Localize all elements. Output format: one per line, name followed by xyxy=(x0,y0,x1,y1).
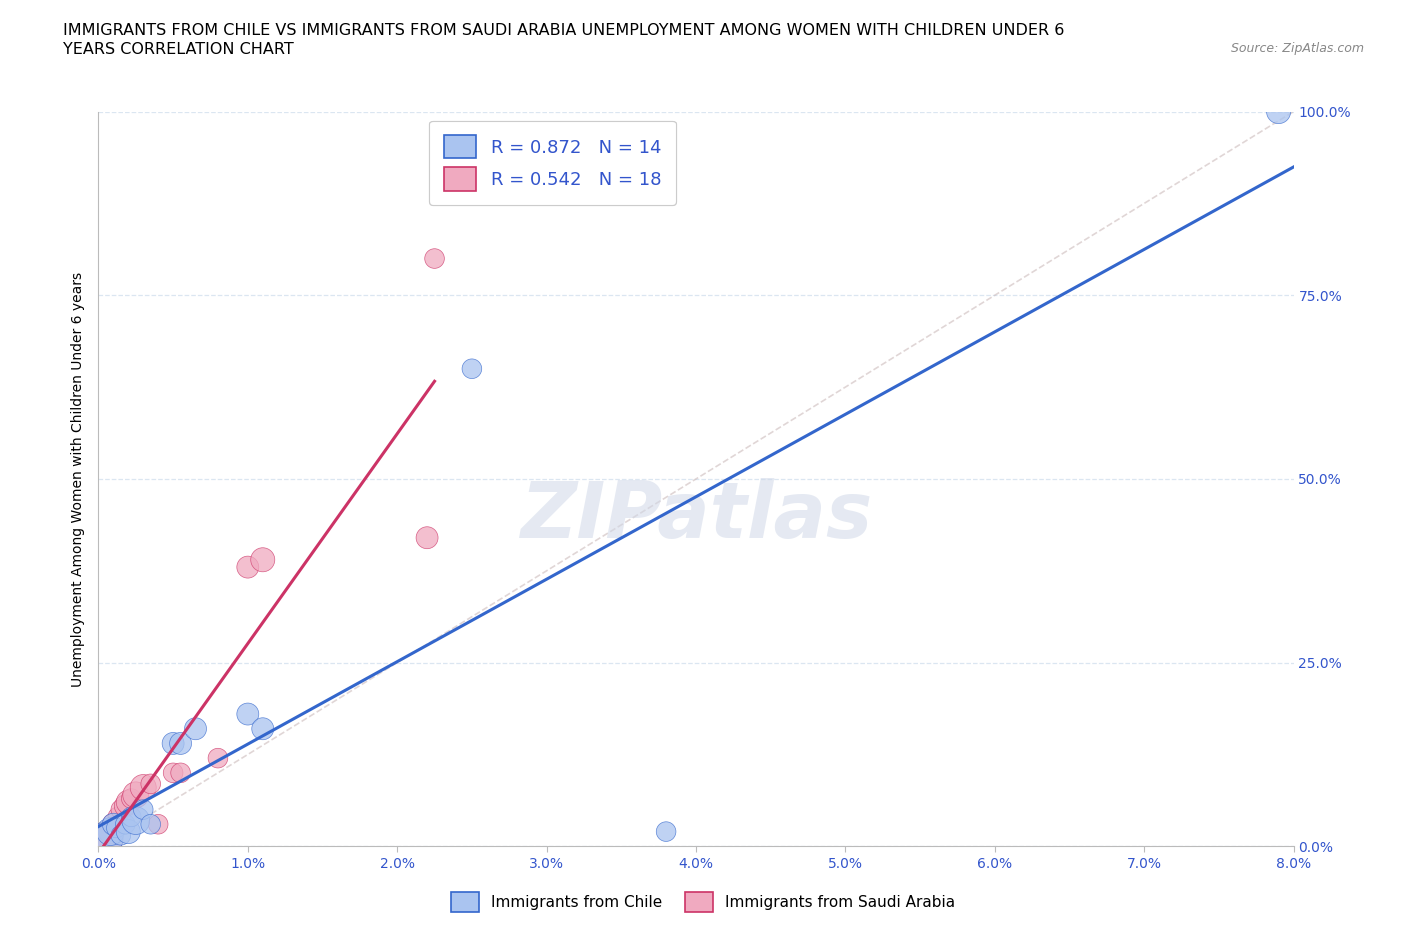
Point xyxy=(252,552,274,567)
Point xyxy=(207,751,229,765)
Point xyxy=(1267,104,1289,119)
Point xyxy=(103,817,125,831)
Point xyxy=(120,809,142,824)
Point xyxy=(416,530,439,545)
Point xyxy=(184,722,207,737)
Point xyxy=(461,362,484,377)
Point xyxy=(132,780,155,795)
Point xyxy=(120,791,142,806)
Point xyxy=(132,802,155,817)
Point xyxy=(107,809,129,824)
Text: Source: ZipAtlas.com: Source: ZipAtlas.com xyxy=(1230,42,1364,55)
Point xyxy=(139,817,162,831)
Point xyxy=(139,777,162,791)
Y-axis label: Unemployment Among Women with Children Under 6 years: Unemployment Among Women with Children U… xyxy=(70,272,84,686)
Point xyxy=(148,817,170,831)
Point xyxy=(423,251,446,266)
Point xyxy=(103,817,125,831)
Point xyxy=(125,813,148,828)
Point xyxy=(98,824,122,839)
Point xyxy=(236,560,259,575)
Point xyxy=(169,736,191,751)
Text: YEARS CORRELATION CHART: YEARS CORRELATION CHART xyxy=(63,42,294,57)
Point xyxy=(252,722,274,737)
Point xyxy=(162,736,184,751)
Point xyxy=(94,831,117,846)
Point xyxy=(94,831,117,846)
Point xyxy=(114,799,136,814)
Legend: Immigrants from Chile, Immigrants from Saudi Arabia: Immigrants from Chile, Immigrants from S… xyxy=(446,886,960,918)
Point xyxy=(110,802,132,817)
Point xyxy=(117,795,139,810)
Point xyxy=(98,824,122,839)
Point xyxy=(169,765,191,780)
Point xyxy=(105,820,128,835)
Point xyxy=(236,707,259,722)
Point xyxy=(110,828,132,843)
Point xyxy=(114,817,136,831)
Point xyxy=(117,824,139,839)
Text: IMMIGRANTS FROM CHILE VS IMMIGRANTS FROM SAUDI ARABIA UNEMPLOYMENT AMONG WOMEN W: IMMIGRANTS FROM CHILE VS IMMIGRANTS FROM… xyxy=(63,23,1064,38)
Point xyxy=(655,824,678,839)
Legend: R = 0.872   N = 14, R = 0.542   N = 18: R = 0.872 N = 14, R = 0.542 N = 18 xyxy=(429,121,676,205)
Point xyxy=(162,765,184,780)
Point xyxy=(125,788,148,803)
Text: ZIPatlas: ZIPatlas xyxy=(520,478,872,553)
